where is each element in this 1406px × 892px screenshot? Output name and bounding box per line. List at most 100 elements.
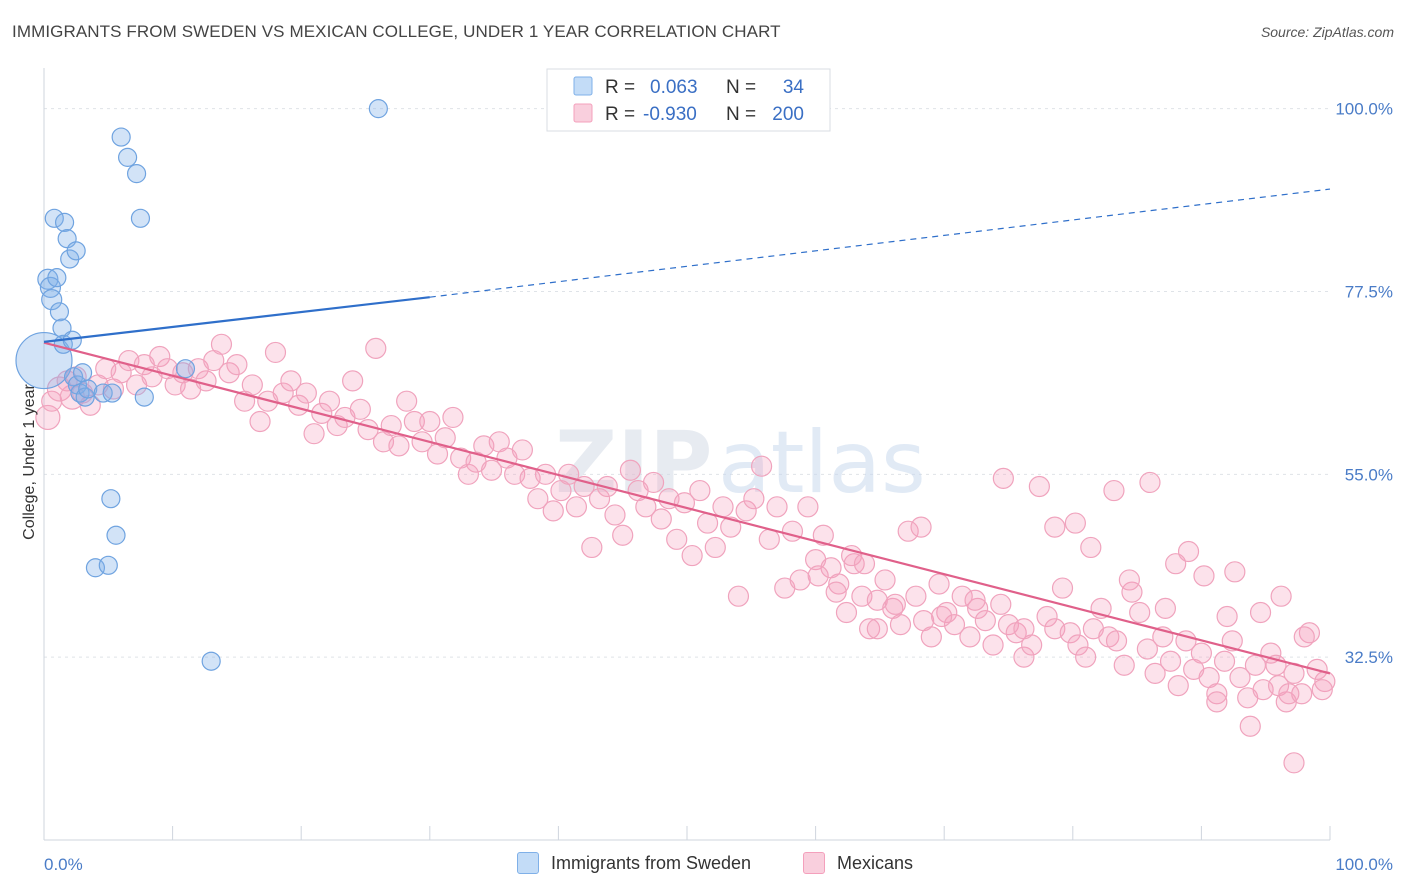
chart-title: IMMIGRANTS FROM SWEDEN VS MEXICAN COLLEG…: [12, 22, 781, 41]
legend-n-label-sweden: N =: [726, 77, 756, 98]
point-mexicans: [226, 354, 248, 376]
point-mexicans: [1239, 715, 1261, 737]
point-mexicans: [1118, 569, 1140, 591]
grid-lines: [44, 108, 1330, 658]
point-sweden: [117, 147, 138, 167]
legend-r-value-mexicans: -0.930: [643, 104, 697, 125]
y-tick-labels: 32.5% 55.0% 77.5% 100.0%: [1335, 100, 1393, 668]
point-sweden: [52, 318, 72, 338]
point-mexicans: [527, 488, 549, 510]
point-sweden: [66, 241, 86, 261]
point-mexicans: [1129, 601, 1151, 624]
point-mexicans: [565, 496, 588, 518]
point-mexicans: [812, 524, 834, 546]
point-mexicans: [1291, 683, 1313, 705]
legend-n-label-mexicans: N =: [726, 104, 756, 125]
point-sweden: [54, 212, 75, 232]
point-mexicans: [766, 496, 788, 518]
point-mexicans: [1249, 601, 1272, 624]
point-sweden: [41, 289, 63, 311]
legend-n-value-mexicans: 200: [772, 104, 804, 125]
point-mexicans: [1193, 565, 1215, 587]
legend-bottom: Immigrants from Sweden Mexicans: [0, 852, 1406, 878]
point-mexicans: [666, 528, 688, 550]
legend-r-label-mexicans: R =: [605, 104, 635, 125]
legend-item-sweden[interactable]: Immigrants from Sweden: [517, 852, 751, 874]
legend-item-mexicans[interactable]: Mexicans: [803, 852, 913, 874]
point-mexicans: [681, 544, 703, 567]
point-mexicans: [1311, 679, 1333, 701]
point-sweden: [126, 164, 147, 184]
y-axis-title: College, Under 1 year: [21, 384, 38, 540]
x-ticks: [43, 826, 1331, 840]
point-sweden: [130, 208, 151, 228]
point-mexicans: [303, 423, 325, 445]
y-tick-label: 55.0%: [1345, 465, 1393, 484]
legend-n-value-sweden: 34: [783, 77, 805, 98]
point-mexicans: [859, 618, 881, 640]
point-mexicans: [1216, 605, 1238, 628]
point-mexicans: [1051, 577, 1074, 599]
point-mexicans: [874, 569, 896, 591]
point-mexicans: [910, 516, 932, 538]
point-mexicans: [889, 614, 912, 636]
point-mexicans: [1013, 646, 1035, 668]
legend-bottom-label-mexicans: Mexicans: [837, 852, 914, 873]
point-mexicans: [1154, 597, 1176, 620]
point-mexicans: [326, 414, 348, 437]
point-mexicans: [982, 634, 1004, 656]
point-mexicans: [480, 459, 503, 481]
point-mexicans: [318, 390, 341, 412]
point-mexicans: [1013, 618, 1035, 640]
point-mexicans: [396, 390, 418, 412]
point-mexicans: [365, 337, 387, 359]
point-mexicans: [931, 605, 953, 628]
point-mexicans: [704, 536, 726, 559]
point-mexicans: [1028, 475, 1050, 498]
point-mexicans: [1103, 479, 1125, 502]
point-mexicans: [897, 520, 919, 542]
point-mexicans: [1190, 642, 1213, 664]
point-mexicans: [542, 500, 564, 522]
point-sweden: [111, 127, 131, 147]
point-mexicans: [884, 593, 906, 615]
point-sweden: [72, 363, 93, 383]
point-mexicans: [457, 463, 479, 485]
point-sweden: [44, 208, 64, 228]
point-mexicans: [349, 398, 371, 420]
point-sweden: [78, 379, 98, 399]
point-mexicans: [1080, 536, 1102, 559]
point-mexicans: [905, 585, 927, 607]
point-mexicans: [1064, 512, 1086, 534]
point-mexicans: [241, 374, 263, 396]
point-mexicans: [1067, 634, 1089, 656]
point-mexicans: [750, 455, 773, 477]
point-mexicans: [990, 593, 1012, 615]
point-mexicans: [403, 410, 425, 433]
legend-swatch-mexicans: [573, 103, 593, 123]
point-mexicans: [920, 626, 942, 648]
point-mexicans: [1177, 540, 1200, 563]
point-mexicans: [1144, 662, 1166, 685]
legend-bottom-label-sweden: Immigrants from Sweden: [551, 852, 752, 873]
legend-top: R = 0.063 N = 34 R = -0.930 N = 200: [546, 68, 831, 132]
point-mexicans: [149, 345, 171, 368]
point-mexicans: [964, 589, 986, 611]
point-mexicans: [743, 488, 765, 510]
point-mexicans: [642, 471, 665, 494]
point-sweden: [101, 489, 121, 509]
point-sweden: [49, 302, 70, 322]
point-mexicans: [434, 427, 456, 449]
point-sweden: [175, 359, 196, 379]
point-mexicans: [951, 585, 973, 607]
y-tick-label: 77.5%: [1345, 282, 1393, 301]
point-mexicans: [853, 553, 876, 575]
point-mexicans: [650, 508, 672, 530]
point-mexicans: [218, 362, 240, 384]
point-mexicans: [992, 467, 1014, 489]
point-mexicans: [974, 609, 996, 632]
point-mexicans: [1165, 553, 1187, 575]
point-mexicans: [928, 573, 950, 595]
point-mexicans: [828, 573, 850, 595]
point-mexicans: [797, 496, 819, 518]
